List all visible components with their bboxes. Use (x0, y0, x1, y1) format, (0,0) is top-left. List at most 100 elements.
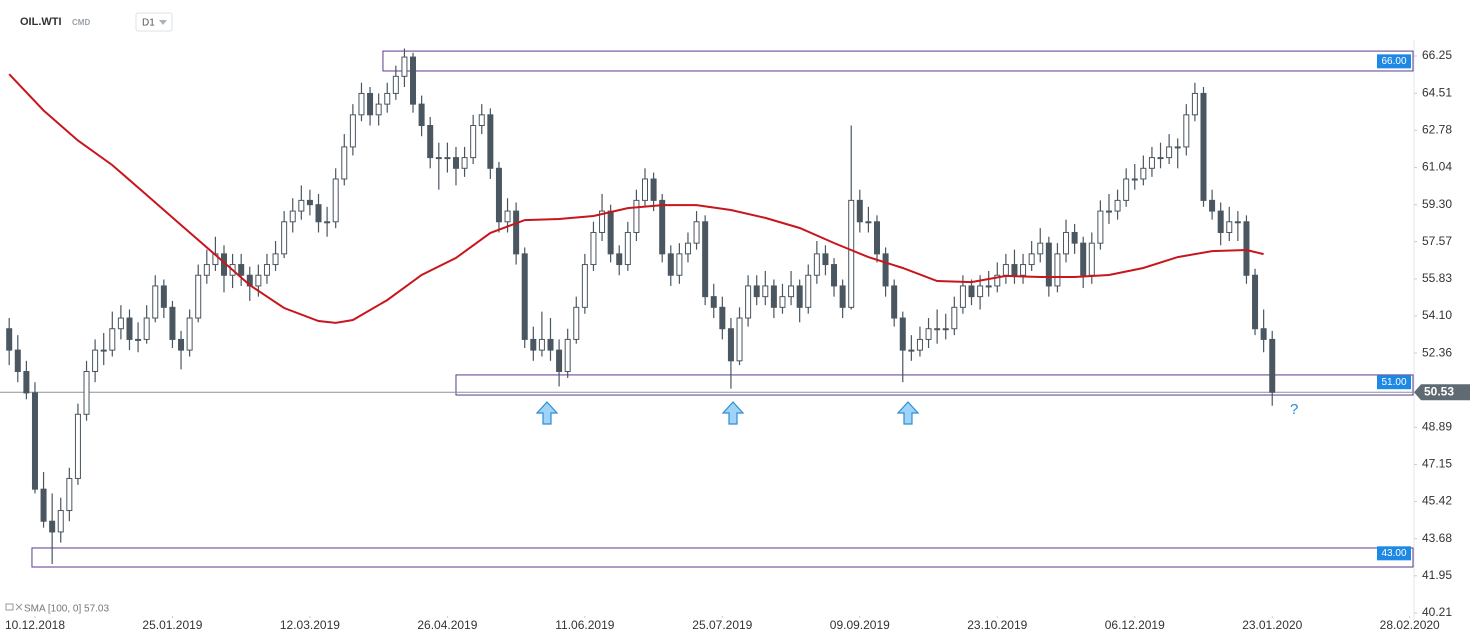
candle-body (951, 306, 958, 330)
symbol-group: CMD (72, 18, 90, 27)
legend-close[interactable] (15, 603, 23, 611)
candle-body (57, 510, 64, 533)
y-tick-label: 40.21 (1422, 605, 1452, 619)
candle-body (495, 167, 502, 223)
x-tick-label: 25.01.2019 (142, 618, 202, 632)
level-zone (455, 374, 1414, 396)
candle-body (616, 253, 623, 266)
candle-body (186, 317, 193, 351)
interval-select[interactable]: D1 (135, 12, 173, 32)
candle-body (160, 285, 167, 308)
candle-body (813, 253, 820, 276)
candle-body (358, 92, 365, 116)
level-tag-label: 66.00 (1381, 56, 1406, 67)
candle-body (281, 221, 288, 255)
candle-body (92, 349, 99, 373)
dropdown-caret[interactable] (159, 20, 167, 25)
interval-box[interactable] (135, 12, 173, 32)
x-tick-label: 23.01.2020 (1242, 618, 1302, 632)
x-tick-label: 28.02.2020 (1380, 618, 1440, 632)
interval[interactable]: D1 (142, 18, 155, 29)
candle-body (1260, 328, 1267, 340)
candle-body (599, 210, 606, 233)
candle-body (1123, 178, 1130, 201)
candle-body (573, 306, 580, 340)
candle-body (676, 253, 683, 276)
y-tick-label: 66.25 (1422, 48, 1452, 62)
candle-body (770, 285, 777, 308)
candle-body (1114, 199, 1121, 212)
candle-body (650, 178, 657, 201)
candle-body (848, 199, 855, 308)
x-tick-label: 09.09.2019 (830, 618, 890, 632)
candle-body (392, 75, 399, 94)
y-tick-label: 64.51 (1422, 85, 1452, 99)
candle-body (1217, 210, 1224, 233)
candle-body (135, 338, 142, 341)
level-tag-label: 51.00 (1381, 377, 1406, 388)
candle-body (263, 264, 270, 276)
candle-body (1071, 231, 1078, 244)
candle-body (873, 221, 880, 255)
candle-body (822, 253, 829, 266)
x-tick-label: 12.03.2019 (280, 618, 340, 632)
level-zone (382, 50, 1414, 72)
candle-body (547, 338, 554, 351)
x-tick-label: 06.12.2019 (1105, 618, 1165, 632)
candle-body (410, 56, 417, 105)
level-zone (31, 547, 1414, 568)
candle-body (452, 157, 459, 169)
annotations (535, 401, 920, 425)
candle-body (779, 296, 786, 308)
candle-body (882, 253, 889, 287)
level-tag-label: 43.00 (1381, 548, 1406, 559)
candle-body (1063, 231, 1070, 255)
candle-body (1166, 146, 1173, 159)
candle-body (427, 125, 434, 159)
candle-body (315, 204, 322, 223)
candle-body (49, 520, 56, 533)
candle-body (831, 264, 838, 287)
y-tick-label: 57.57 (1422, 234, 1452, 248)
candle-body (985, 285, 992, 288)
candle-body (1269, 338, 1276, 393)
candle-body (745, 285, 752, 319)
candle-body (487, 114, 494, 169)
level-tag (1377, 546, 1411, 561)
candle-body (968, 285, 975, 298)
legend-label: SMA [100, 0] 57.03 (24, 604, 109, 615)
candle-body (126, 317, 133, 340)
candle-body (607, 210, 614, 255)
x-tick-label: 11.06.2019 (555, 618, 614, 632)
candle-body (642, 178, 649, 201)
y-tick-label: 47.15 (1422, 457, 1452, 471)
candle-body (684, 242, 691, 255)
candle-body (349, 114, 356, 148)
candle-body (504, 210, 511, 223)
candle-body (341, 146, 348, 180)
candle-body (908, 349, 915, 352)
candle-body (1252, 274, 1259, 330)
candle-body (23, 371, 30, 394)
candle-body (332, 178, 339, 223)
candle-body (178, 338, 185, 351)
x-tick-label: 25.07.2019 (692, 618, 752, 632)
candle-body (324, 221, 331, 224)
annotation: ? (1290, 401, 1298, 418)
candle-body (203, 264, 210, 276)
y-tick-label: 45.42 (1422, 494, 1452, 508)
candle-body (727, 328, 734, 362)
candle-body (255, 274, 262, 287)
candle-body (839, 285, 846, 308)
candle-body (401, 56, 408, 77)
candle-body (891, 285, 898, 319)
candle-body (83, 371, 90, 415)
candle-body (478, 114, 485, 127)
y-tick-label: 41.95 (1422, 568, 1452, 582)
candle-body (1045, 242, 1052, 287)
y-tick-label: 59.30 (1422, 197, 1452, 211)
candle-body (1105, 210, 1112, 213)
candle-body (719, 306, 726, 330)
legend-icon[interactable] (5, 603, 14, 611)
candle-body (289, 210, 296, 223)
